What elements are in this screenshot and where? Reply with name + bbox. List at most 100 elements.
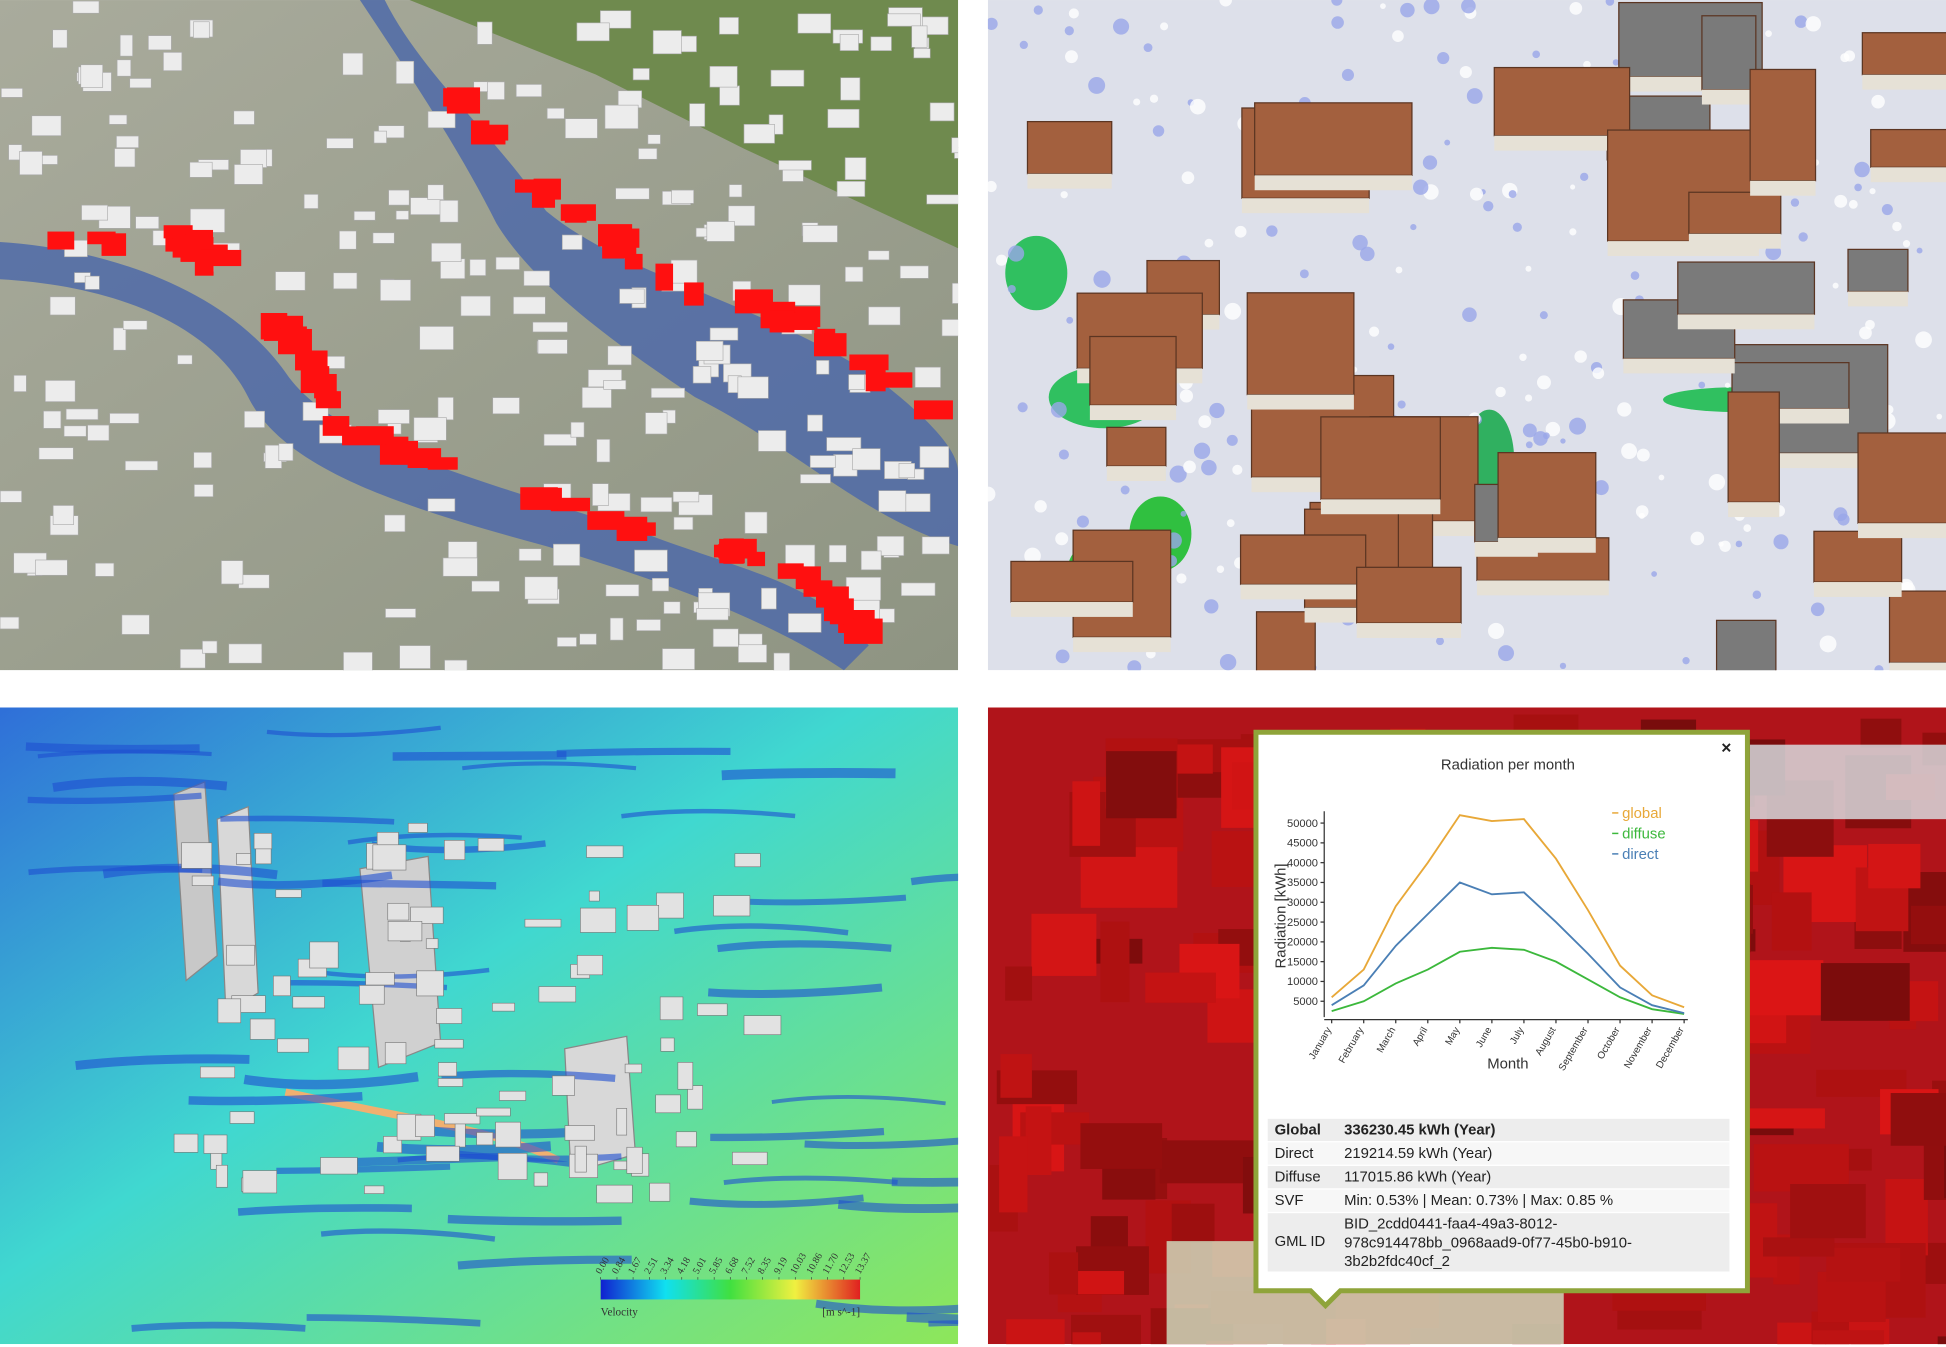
- building: [523, 270, 550, 286]
- radiation-speck: [1189, 98, 1206, 115]
- roof: [1239, 534, 1367, 586]
- building: [709, 327, 739, 341]
- radiation-speck: [1423, 0, 1440, 15]
- building: [761, 587, 777, 610]
- radiation-speck: [1532, 50, 1540, 59]
- facade: [1701, 89, 1756, 105]
- building: [552, 1075, 575, 1096]
- building: [734, 853, 761, 868]
- radiation-speck: [1216, 565, 1225, 573]
- building: [236, 853, 251, 865]
- building: [439, 200, 459, 223]
- building-block: [1031, 913, 1097, 976]
- radiation-speck: [1436, 637, 1445, 646]
- radiation-speck: [1819, 635, 1837, 653]
- building: [743, 124, 775, 144]
- legend-label: diffuse: [1622, 826, 1666, 842]
- flow-streak: [732, 894, 907, 906]
- radiation-speck: [1143, 43, 1153, 53]
- radiation-speck: [1368, 326, 1380, 337]
- radiation-speck: [987, 17, 998, 30]
- building: [596, 1184, 633, 1204]
- facade: [1106, 466, 1166, 482]
- table-row: [1266, 1164, 1731, 1190]
- y-tick-label: 15000: [1287, 956, 1318, 968]
- radiation-speck: [1395, 266, 1403, 274]
- flow-streak: [188, 1092, 363, 1106]
- facade: [1717, 686, 1776, 701]
- radiation-speck: [1718, 541, 1724, 547]
- roof: [1857, 432, 1946, 524]
- building: [436, 1008, 463, 1024]
- building: [242, 1170, 278, 1194]
- flooded-building: [314, 373, 337, 399]
- building: [773, 652, 790, 671]
- radiation-speck: [1605, 0, 1615, 6]
- radiation-speck: [1583, 60, 1591, 69]
- building: [353, 211, 376, 221]
- building: [758, 430, 787, 452]
- radiation-speck: [1915, 331, 1932, 349]
- building: [634, 549, 668, 572]
- building: [576, 22, 610, 42]
- radiation-speck: [1522, 423, 1537, 438]
- popup: × Radiation per month Radiation [kWh] Mo…: [1253, 729, 1750, 1310]
- building: [275, 889, 302, 898]
- building-block: [1080, 847, 1178, 908]
- building: [728, 205, 756, 227]
- building-block: [1885, 1178, 1928, 1256]
- radiation-speck: [1916, 247, 1923, 254]
- building: [662, 648, 695, 670]
- radiation-speck: [1183, 460, 1196, 474]
- building: [797, 13, 832, 34]
- radiation-speck: [1871, 94, 1885, 109]
- radiation-speck: [1160, 22, 1169, 31]
- radiation-speck: [1219, 0, 1232, 7]
- flooded-building: [718, 543, 755, 559]
- roof: [1688, 191, 1782, 235]
- building: [377, 409, 410, 424]
- building: [278, 443, 294, 461]
- close-button[interactable]: ×: [1721, 737, 1731, 757]
- building: [419, 326, 454, 350]
- building: [31, 115, 62, 137]
- radiation-speck: [1232, 464, 1243, 475]
- building: [844, 266, 864, 282]
- flow-streak: [804, 1137, 959, 1150]
- building: [839, 34, 859, 51]
- row-value: 336230.45 kWh (Year): [1344, 1122, 1495, 1138]
- flow-streak: [237, 1204, 412, 1216]
- flow-streak: [457, 1255, 632, 1270]
- building: [249, 1018, 276, 1040]
- roof: [1677, 261, 1816, 316]
- building: [788, 613, 822, 633]
- building: [303, 194, 319, 209]
- radiation-speck: [1179, 389, 1194, 403]
- row-label: Direct: [1275, 1146, 1315, 1162]
- building: [687, 1085, 703, 1110]
- building: [87, 424, 110, 441]
- roof: [1861, 32, 1946, 76]
- building: [556, 637, 577, 647]
- building: [921, 536, 950, 555]
- building: [836, 181, 866, 197]
- building: [941, 319, 959, 337]
- building: [609, 617, 624, 641]
- building: [778, 160, 812, 171]
- building: [580, 907, 617, 933]
- building-block: [1771, 892, 1812, 951]
- flooded-building: [843, 618, 883, 644]
- table-row: [1266, 1211, 1731, 1273]
- row-value: BID_2cdd0441-faa4-49a3-8012-: [1344, 1217, 1557, 1233]
- facade: [1089, 405, 1177, 421]
- building: [339, 230, 357, 250]
- facade: [1010, 602, 1133, 617]
- building: [387, 902, 410, 921]
- building-block: [1025, 1106, 1052, 1176]
- radiation-speck: [1392, 30, 1404, 42]
- building: [63, 425, 87, 437]
- building: [203, 1134, 228, 1154]
- building-block: [1753, 1144, 1849, 1192]
- building: [372, 232, 395, 244]
